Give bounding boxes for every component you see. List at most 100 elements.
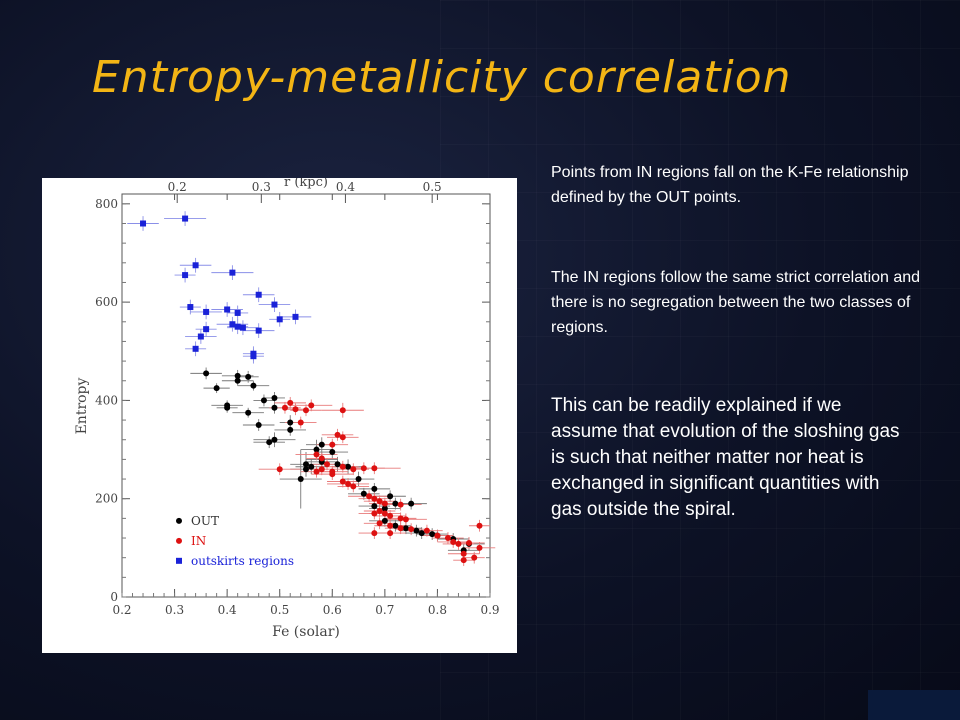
out-point xyxy=(245,373,252,380)
x-tick-label: 0.5 xyxy=(270,603,289,617)
outskirts-point xyxy=(234,323,241,330)
out-point xyxy=(402,525,409,532)
outskirts-point xyxy=(182,272,189,279)
outskirts-point xyxy=(140,220,147,227)
out-point xyxy=(250,382,257,389)
in-point xyxy=(303,407,309,414)
in-point xyxy=(381,510,388,517)
in-point xyxy=(376,498,383,505)
out-point xyxy=(381,517,388,524)
in-point xyxy=(329,441,336,448)
outskirts-point xyxy=(203,326,210,333)
top-tick-label: 0.2 xyxy=(168,180,187,194)
top-axis-label: r (kpc) xyxy=(284,178,328,190)
in-point xyxy=(387,522,394,529)
in-point xyxy=(329,471,336,478)
out-point xyxy=(329,449,336,456)
outskirts-point xyxy=(229,321,236,328)
in-point xyxy=(376,520,383,527)
paragraph-explanation: This can be readily explained if we assu… xyxy=(551,395,900,520)
x-tick-label: 0.4 xyxy=(218,603,237,617)
in-point xyxy=(339,434,346,441)
in-point xyxy=(350,466,357,473)
out-point xyxy=(371,485,378,492)
out-point xyxy=(345,463,352,470)
legend-marker xyxy=(176,517,182,524)
out-point xyxy=(303,466,309,473)
out-point xyxy=(313,446,320,453)
out-point xyxy=(234,377,241,384)
x-tick-label: 0.3 xyxy=(165,603,184,617)
y-axis-label: Entropy xyxy=(74,377,90,434)
x-tick-label: 0.6 xyxy=(323,603,342,617)
y-tick-label: 600 xyxy=(95,295,118,309)
outskirts-point xyxy=(234,309,241,316)
out-point xyxy=(355,476,362,483)
corner-decoration xyxy=(868,690,960,720)
in-point xyxy=(371,530,378,537)
out-point xyxy=(287,419,294,426)
out-point xyxy=(255,421,262,428)
chart-panel: 0.2 0.3 0.4 0.5 0.6 0.7 0.8 0.9 0 200 400 600 800 0.2… xyxy=(42,178,517,653)
out-point xyxy=(392,500,399,507)
outskirts-point xyxy=(276,316,283,323)
outskirts-point xyxy=(255,327,262,334)
outskirts-point xyxy=(239,324,246,331)
outskirts-point xyxy=(203,308,210,315)
in-point xyxy=(397,501,404,508)
in-point xyxy=(366,493,373,500)
out-point xyxy=(260,397,267,404)
in-point xyxy=(371,495,378,502)
x-tick-label: 0.7 xyxy=(375,603,394,617)
in-point xyxy=(387,512,394,519)
out-point xyxy=(271,404,278,411)
outskirts-point xyxy=(292,313,299,320)
paragraph-correlation: The IN regions follow the same strict co… xyxy=(551,269,921,336)
x-tick-label: 0.9 xyxy=(480,603,499,617)
x-axis-label: Fe (solar) xyxy=(272,624,340,640)
x-tick-label: 0.2 xyxy=(112,603,131,617)
in-point xyxy=(339,478,346,485)
top-tick-label: 0.3 xyxy=(252,180,271,194)
out-point xyxy=(203,370,210,377)
in-point xyxy=(318,466,325,473)
out-point xyxy=(387,493,394,500)
top-tick-label: 0.4 xyxy=(336,180,355,194)
out-point xyxy=(245,409,252,416)
in-point xyxy=(476,522,483,529)
out-point xyxy=(318,441,325,448)
background-grid xyxy=(440,0,960,720)
in-point xyxy=(465,539,472,546)
in-point xyxy=(350,483,357,490)
outskirts-point xyxy=(192,345,199,352)
y-tick-label: 200 xyxy=(95,492,118,506)
in-point xyxy=(281,404,288,411)
in-point xyxy=(450,538,457,545)
out-point xyxy=(213,385,220,392)
out-point xyxy=(287,426,294,433)
out-point xyxy=(429,531,436,538)
in-point xyxy=(460,550,467,557)
out-point xyxy=(234,372,241,379)
y-tick-label: 0 xyxy=(110,590,118,604)
legend-label: OUT xyxy=(191,514,219,528)
plot-frame xyxy=(121,193,491,598)
legend-label: outskirts regions xyxy=(191,554,294,568)
outskirts-point xyxy=(187,304,194,311)
chart-legend: OUT IN outskirts regions xyxy=(176,514,294,568)
legend-marker xyxy=(176,537,182,544)
in-point xyxy=(397,525,404,532)
paragraph-in-regions: Points from IN regions fall on the K-Fe … xyxy=(551,164,909,206)
in-point xyxy=(402,516,409,523)
in-point xyxy=(444,535,451,542)
axis-ticks xyxy=(121,194,491,598)
outskirts-point xyxy=(271,301,278,308)
legend-marker xyxy=(176,557,182,564)
out-point xyxy=(266,439,273,446)
out-point xyxy=(297,476,304,483)
in-point xyxy=(345,480,352,487)
y-tick-label: 400 xyxy=(95,393,118,407)
in-point xyxy=(324,461,331,468)
y-tick-label: 800 xyxy=(95,197,118,211)
top-tick-label: 0.5 xyxy=(423,180,442,194)
